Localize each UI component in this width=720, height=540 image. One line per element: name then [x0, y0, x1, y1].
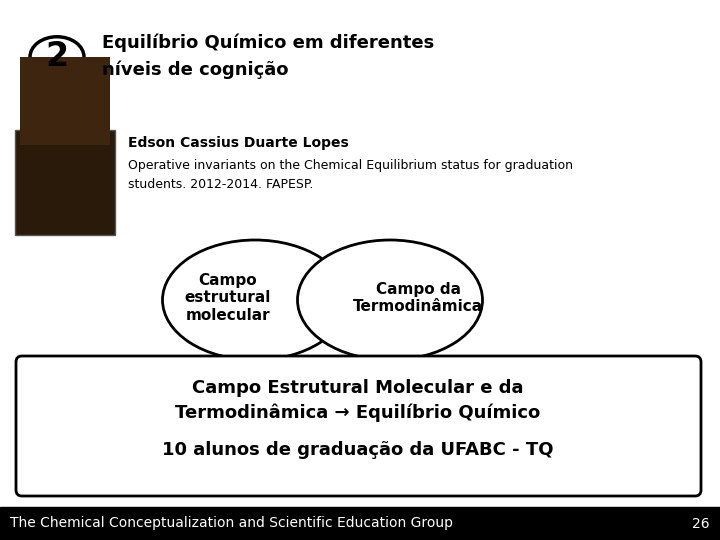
- Text: Campo
estrutural
molecular: Campo estrutural molecular: [185, 273, 271, 323]
- Text: Termodinâmica → Equilíbrio Químico: Termodinâmica → Equilíbrio Químico: [176, 404, 541, 422]
- Text: 2: 2: [45, 40, 68, 73]
- Text: 10 alunos de graduação da UFABC - TQ: 10 alunos de graduação da UFABC - TQ: [162, 441, 554, 459]
- Text: Edson Cassius Duarte Lopes: Edson Cassius Duarte Lopes: [128, 136, 348, 150]
- FancyBboxPatch shape: [16, 356, 701, 496]
- Text: The Chemical Conceptualization and Scientific Education Group: The Chemical Conceptualization and Scien…: [10, 516, 453, 530]
- Text: 26: 26: [693, 516, 710, 530]
- Ellipse shape: [163, 240, 348, 360]
- Text: Campo da
Termodinâmica: Campo da Termodinâmica: [353, 282, 483, 314]
- Ellipse shape: [297, 240, 482, 360]
- Text: Campo Estrutural Molecular e da: Campo Estrutural Molecular e da: [192, 379, 523, 397]
- Text: Operative invariants on the Chemical Equilibrium status for graduation: Operative invariants on the Chemical Equ…: [128, 159, 573, 172]
- Text: Equilíbrio Químico em diferentes: Equilíbrio Químico em diferentes: [102, 33, 434, 52]
- Text: students. 2012-2014. FAPESP.: students. 2012-2014. FAPESP.: [128, 179, 313, 192]
- Text: níveis de cognição: níveis de cognição: [102, 60, 289, 79]
